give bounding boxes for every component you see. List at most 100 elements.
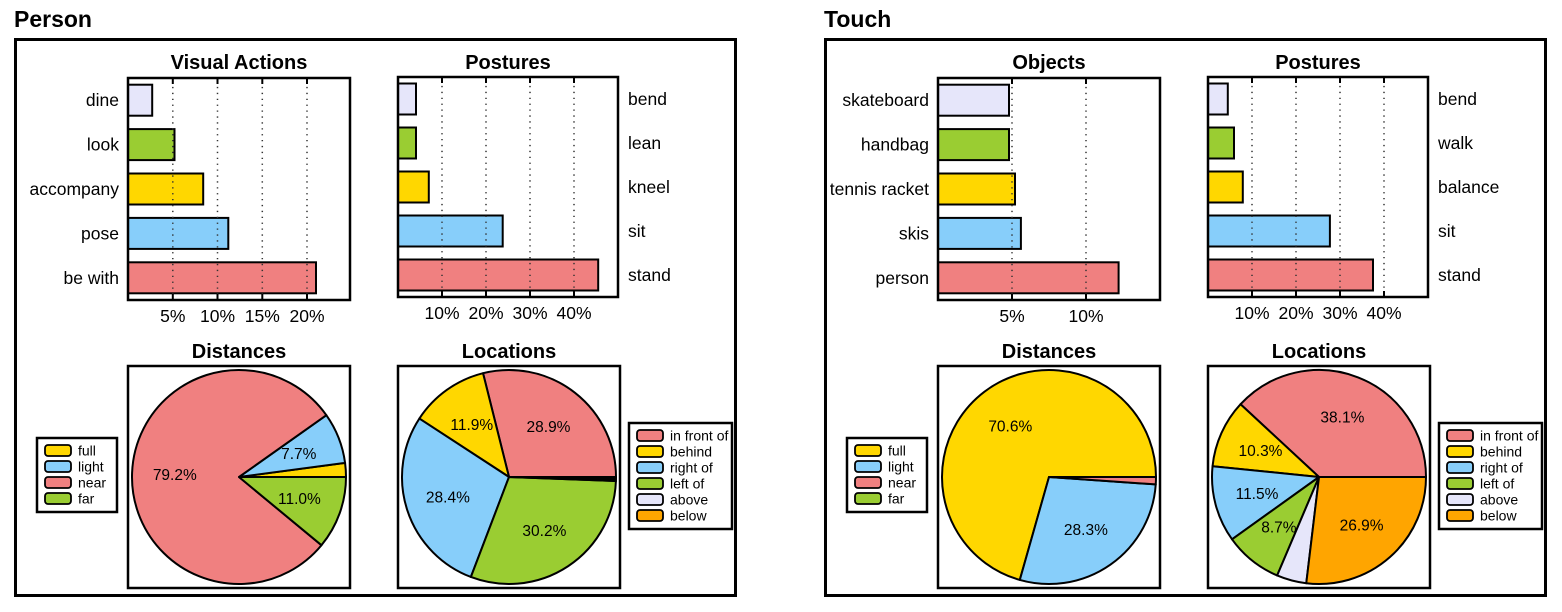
legend-label-left-of: left of (1480, 476, 1514, 492)
bar-dine (127, 83, 154, 117)
legend-swatch-light (44, 460, 72, 473)
category-label-person: person (875, 268, 929, 288)
pct-label-near: 79.2% (153, 467, 197, 484)
chart-title: Objects (1012, 52, 1085, 74)
category-label-sit: sit (1438, 221, 1456, 241)
legend-label-left-of: left of (670, 476, 704, 492)
legend-swatch-below (1446, 509, 1474, 522)
legend-swatch-in-front-of (1446, 429, 1474, 442)
legend-label-right-of: right of (670, 460, 713, 476)
x-tick-label: 40% (1366, 303, 1401, 323)
pie-slice-near (131, 368, 328, 585)
bar-bend (1207, 82, 1229, 116)
chart-title: Distances (192, 341, 287, 363)
legend-label-in-front-of: in front of (670, 428, 728, 444)
pie-chart-person-locations: Locations 28.9% 11.9% 28.4% 30.2% in front of… (396, 341, 734, 590)
chart-title: Locations (1272, 341, 1366, 363)
axes-frame (936, 76, 1162, 302)
pie-chart-touch-locations: Locations 38.1% 10.3% 11.5% 8.7% 26.9% in fron… (1206, 341, 1544, 590)
bar-chart-touch-postures: Postures bend walk balance sit stand 10% 20% 30%… (1206, 52, 1499, 323)
x-tick-label: 40% (556, 303, 591, 323)
category-label-tennis-racket: tennis racket (830, 179, 929, 199)
pie-slice-right-of (1211, 465, 1320, 541)
bar-kneel (397, 170, 430, 204)
legend-swatch-near (44, 476, 72, 489)
panel-person: Person Visual Actions dine look accompany po… (14, 6, 737, 597)
x-tick-label: 5% (160, 306, 185, 326)
legend-swatch-full (854, 444, 882, 457)
bar-skis (937, 216, 1022, 250)
category-label-skateboard: skateboard (842, 90, 929, 110)
panel-title-touch: Touch (824, 6, 892, 32)
bar-be-with (127, 261, 317, 295)
panel-charts-person: Visual Actions dine look accompany pose be wi… (30, 52, 734, 590)
bar-handbag (937, 128, 1010, 162)
category-label-balance: balance (1438, 177, 1499, 197)
x-tick-label: 15% (245, 306, 280, 326)
pct-label-in-front-of: 28.9% (527, 419, 571, 436)
bar-balance (1207, 170, 1244, 204)
legend-swatch-above (1446, 493, 1474, 506)
legend-swatch-above (636, 493, 664, 506)
bar-chart-person-visual-actions: Visual Actions dine look accompany pose be wi… (30, 52, 352, 326)
legend-swatch-near (854, 476, 882, 489)
legend-label-above: above (670, 492, 708, 508)
pct-label-below: 26.9% (1340, 518, 1384, 535)
category-label-kneel: kneel (628, 177, 670, 197)
legend-swatch-behind (1446, 445, 1474, 458)
legend-swatch-in-front-of (636, 429, 664, 442)
bar-lean (397, 126, 417, 160)
pct-label-full: 70.6% (988, 418, 1032, 435)
pie-slice-behind (418, 372, 510, 478)
category-label-walk: walk (1437, 133, 1473, 153)
pct-label-right-of: 11.5% (1236, 486, 1279, 503)
legend-label-behind: behind (670, 444, 712, 460)
chart-title: Distances (1002, 341, 1097, 363)
pie-slice-right-of (401, 417, 510, 578)
pie-slice-light (1018, 476, 1157, 585)
legend-label-far: far (78, 491, 95, 507)
legend-label-below: below (1480, 508, 1517, 524)
legend-label-full: full (78, 443, 96, 459)
bar-chart-person-postures: Postures bend lean kneel sit stand 10% 20% 30% 40… (396, 52, 671, 323)
pct-label-left-of: 30.2% (522, 523, 566, 540)
bar-person (937, 261, 1120, 295)
bar-chart-touch-objects: Objects skateboard handbag tennis racket ski… (830, 52, 1162, 326)
bar-pose (127, 216, 230, 250)
legend-label-near: near (78, 475, 106, 491)
axes-frame (1206, 75, 1430, 299)
x-tick-label: 5% (999, 306, 1024, 326)
legend-label-right-of: right of (1480, 460, 1523, 476)
bar-stand (1207, 258, 1374, 292)
chart-title: Locations (462, 341, 556, 363)
pct-label-behind: 11.9% (450, 417, 493, 434)
x-tick-label: 10% (424, 303, 459, 323)
legend-label-behind: behind (1480, 444, 1522, 460)
x-tick-label: 30% (1322, 303, 1357, 323)
panel-charts-touch: Objects skateboard handbag tennis racket ski… (830, 52, 1544, 590)
bar-accompany (127, 172, 205, 206)
pie-slice-behind (1211, 403, 1320, 478)
legend-label-in-front-of: in front of (1480, 428, 1538, 444)
category-label-dine: dine (86, 90, 119, 110)
pct-label-light: 7.7% (281, 446, 317, 463)
pct-label-left-of: 8.7% (1261, 520, 1297, 537)
category-label-lean: lean (628, 133, 661, 153)
legend-swatch-light (854, 460, 882, 473)
legend-swatch-full (44, 444, 72, 457)
legend-label-light: light (888, 459, 914, 475)
panel-touch: Touch Objects skateboard handbag tennis rac… (824, 6, 1547, 597)
bar-bend (397, 82, 417, 116)
bar-sit (397, 214, 504, 248)
legend-swatch-left-of (636, 477, 664, 490)
x-tick-label: 10% (1068, 306, 1103, 326)
chart-title: Postures (465, 52, 551, 74)
bar-sit (1207, 214, 1331, 248)
category-label-be-with: be with (64, 268, 119, 288)
pct-label-behind: 10.3% (1239, 443, 1283, 460)
legend-swatch-right-of (1446, 461, 1474, 474)
pie-slice-below (1305, 476, 1427, 585)
category-label-pose: pose (81, 223, 119, 243)
